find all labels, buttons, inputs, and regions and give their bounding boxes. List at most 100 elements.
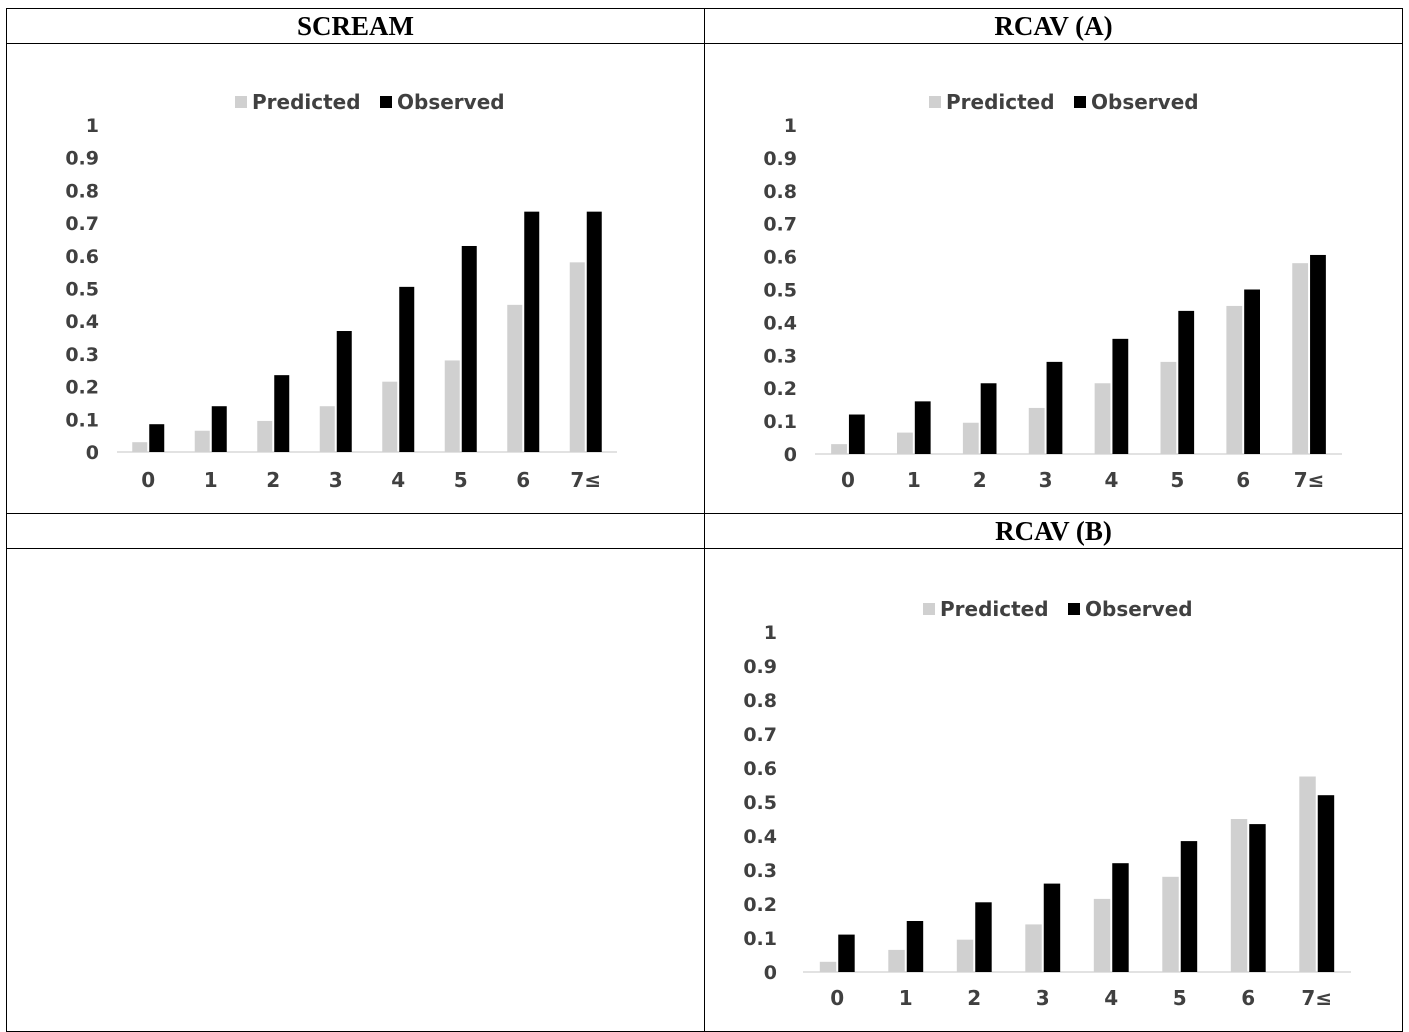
x-tick-label: 6 [516, 468, 530, 492]
bar-predicted-7 [569, 262, 585, 453]
x-tick-label: 5 [1170, 468, 1184, 492]
y-tick-label: 0.2 [763, 378, 797, 400]
y-tick-label: 0.4 [65, 311, 99, 333]
x-tick-label: 4 [391, 468, 405, 492]
x-tick-label: 5 [454, 468, 468, 492]
y-tick-label: 0.3 [763, 346, 797, 368]
x-tick-label: 7≤ [1301, 986, 1332, 1010]
x-tick-label: 3 [1039, 468, 1053, 492]
bar-predicted-0 [132, 442, 148, 453]
bar-predicted-5 [1160, 362, 1177, 455]
y-tick-label: 0.1 [65, 410, 99, 432]
bar-observed-3 [336, 331, 352, 453]
bar-predicted-3 [1028, 408, 1045, 455]
legend-swatch-observed [380, 96, 392, 109]
bar-observed-1 [914, 401, 931, 455]
y-tick-label: 1 [764, 622, 777, 644]
chart-scream: Predicted Observed 0 0.1 0.2 0.3 0.4 0.5 0.6 0.7 0… [65, 90, 617, 492]
x-tick-label: 6 [1241, 986, 1255, 1010]
y-tick-label: 0 [764, 962, 777, 984]
bar-predicted-2 [962, 423, 979, 455]
y-tick-label: 0.7 [743, 724, 777, 746]
legend: Predicted Observed [235, 90, 505, 114]
x-tick-label: 1 [907, 468, 921, 492]
chart-rcav-a: Predicted Observed 0 0.1 0.2 0.3 0.4 0.5 0.6 0.7 0… [763, 90, 1342, 492]
bar-observed-6 [1244, 289, 1260, 455]
figure-table: SCREAM RCAV (A) Predicted Observed 0 0.1 0.2… [6, 7, 1403, 1032]
y-tick-label: 0 [784, 444, 797, 466]
bar-predicted-4 [1094, 383, 1111, 455]
bar-observed-2 [980, 383, 997, 455]
x-tick-label: 0 [841, 468, 855, 492]
legend-label-observed: Observed [397, 90, 505, 114]
legend-swatch-observed [1068, 603, 1080, 616]
bar-predicted-4 [1093, 899, 1111, 973]
bar-observed-1 [211, 406, 227, 453]
y-tick-label: 0.4 [763, 313, 797, 335]
y-tick-label: 0.2 [743, 894, 777, 916]
y-tick-label: 0.3 [65, 344, 99, 366]
y-tick-label: 0.2 [65, 377, 99, 399]
bar-observed-4 [1112, 339, 1129, 455]
bar-predicted-6 [1226, 306, 1243, 455]
bar-predicted-2 [257, 421, 273, 453]
bar-predicted-1 [897, 432, 913, 455]
x-tick-label: 0 [830, 986, 844, 1010]
bar-predicted-3 [319, 406, 335, 453]
legend-label-observed: Observed [1091, 90, 1199, 114]
legend-swatch-observed [1074, 96, 1086, 109]
bar-observed-7 [586, 211, 602, 453]
bar-predicted-0 [819, 962, 837, 973]
y-tick-label: 0.5 [743, 792, 777, 814]
y-tick-label: 0.8 [65, 181, 99, 203]
legend-label-predicted: Predicted [252, 90, 361, 114]
y-tick-label: 0.7 [65, 213, 99, 235]
legend-label-predicted: Predicted [940, 597, 1049, 621]
y-tick-label: 0.8 [743, 690, 777, 712]
y-tick-label: 0.4 [743, 826, 777, 848]
bar-predicted-1 [194, 431, 210, 453]
bar-observed-4 [1112, 863, 1129, 973]
bar-predicted-7 [1292, 263, 1309, 455]
legend: Predicted Observed [923, 597, 1193, 621]
legend-swatch-predicted [929, 96, 941, 109]
x-tick-label: 4 [1104, 468, 1118, 492]
bar-observed-2 [274, 375, 290, 453]
panel-rcav-a: Predicted Observed 0 0.1 0.2 0.3 0.4 0.5 0.6 0.7 0… [704, 43, 1403, 514]
bar-predicted-0 [831, 444, 847, 455]
legend-swatch-predicted [923, 603, 935, 616]
x-tick-label: 1 [899, 986, 913, 1010]
x-tick-label: 2 [973, 468, 987, 492]
legend-label-observed: Observed [1085, 597, 1193, 621]
x-tick-label: 5 [1173, 986, 1187, 1010]
bar-observed-0 [838, 934, 855, 973]
bar-observed-3 [1046, 362, 1063, 455]
bar-predicted-6 [507, 305, 523, 453]
x-tick-label: 2 [266, 468, 280, 492]
bar-observed-5 [1180, 841, 1198, 973]
y-tick-label: 1 [86, 115, 99, 137]
x-tick-label: 6 [1236, 468, 1250, 492]
panel-title-scream: SCREAM [6, 7, 705, 45]
bar-predicted-2 [956, 939, 974, 973]
legend-label-predicted: Predicted [946, 90, 1055, 114]
bar-predicted-1 [888, 950, 905, 973]
x-tick-label: 7≤ [570, 468, 601, 492]
x-tick-label: 7≤ [1294, 468, 1325, 492]
chart-rcav-b: Predicted Observed 0 0.1 0.2 0.3 0.4 0.5 0.6 0.7 0… [743, 597, 1351, 1010]
panel-blank [6, 548, 705, 1032]
y-tick-label: 0.6 [763, 247, 797, 269]
y-tick-label: 0.3 [743, 860, 777, 882]
bar-observed-7 [1310, 255, 1326, 455]
bar-observed-2 [975, 902, 992, 973]
x-tick-label: 1 [204, 468, 218, 492]
bar-observed-5 [461, 246, 477, 453]
bar-observed-3 [1043, 883, 1061, 973]
y-tick-label: 0.9 [763, 148, 797, 170]
bar-observed-6 [524, 211, 540, 453]
panel-scream: Predicted Observed 0 0.1 0.2 0.3 0.4 0.5 0.6 0.7 0… [6, 43, 705, 514]
y-tick-label: 0 [86, 442, 99, 464]
panel-rcav-b: Predicted Observed 0 0.1 0.2 0.3 0.4 0.5 0.6 0.7 0… [704, 548, 1403, 1032]
bar-observed-6 [1249, 824, 1266, 973]
bar-observed-7 [1317, 795, 1335, 973]
